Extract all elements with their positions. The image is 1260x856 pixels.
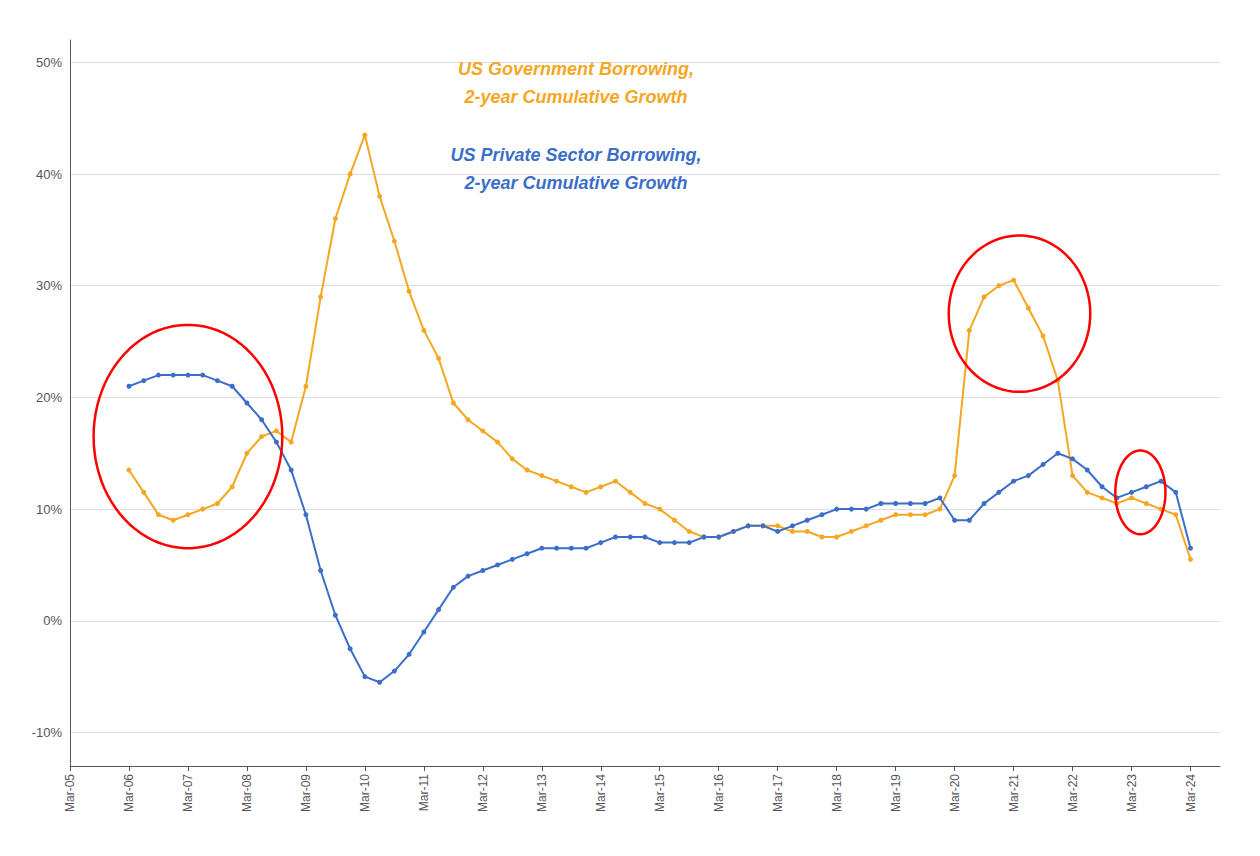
svg-text:10%: 10% — [36, 502, 62, 517]
svg-text:Mar-09: Mar-09 — [299, 774, 313, 812]
svg-text:Mar-13: Mar-13 — [535, 774, 549, 812]
svg-text:Mar-22: Mar-22 — [1066, 774, 1080, 812]
svg-text:Mar-16: Mar-16 — [712, 774, 726, 812]
svg-text:20%: 20% — [36, 390, 62, 405]
svg-text:US Government Borrowing,: US Government Borrowing, — [458, 59, 694, 79]
svg-text:Mar-19: Mar-19 — [889, 774, 903, 812]
svg-text:Mar-07: Mar-07 — [181, 774, 195, 812]
svg-text:Mar-15: Mar-15 — [653, 774, 667, 812]
svg-text:Mar-08: Mar-08 — [240, 774, 254, 812]
svg-text:Mar-23: Mar-23 — [1125, 774, 1139, 812]
svg-text:0%: 0% — [43, 613, 62, 628]
svg-text:Mar-18: Mar-18 — [830, 774, 844, 812]
svg-text:Mar-06: Mar-06 — [122, 774, 136, 812]
svg-text:2-year Cumulative Growth: 2-year Cumulative Growth — [463, 87, 687, 107]
svg-text:40%: 40% — [36, 167, 62, 182]
svg-text:Mar-20: Mar-20 — [948, 774, 962, 812]
svg-text:Mar-17: Mar-17 — [771, 774, 785, 812]
svg-text:2-year Cumulative Growth: 2-year Cumulative Growth — [463, 173, 687, 193]
svg-text:Mar-05: Mar-05 — [63, 774, 77, 812]
svg-text:US Private Sector Borrowing,: US Private Sector Borrowing, — [450, 145, 701, 165]
svg-text:Mar-21: Mar-21 — [1007, 774, 1021, 812]
svg-text:Mar-24: Mar-24 — [1184, 774, 1198, 812]
svg-text:50%: 50% — [36, 55, 62, 70]
svg-text:30%: 30% — [36, 278, 62, 293]
svg-text:Mar-12: Mar-12 — [476, 774, 490, 812]
svg-text:Mar-11: Mar-11 — [417, 774, 431, 811]
svg-text:-10%: -10% — [32, 725, 63, 740]
svg-text:Mar-10: Mar-10 — [358, 774, 372, 812]
svg-text:Mar-14: Mar-14 — [594, 774, 608, 812]
